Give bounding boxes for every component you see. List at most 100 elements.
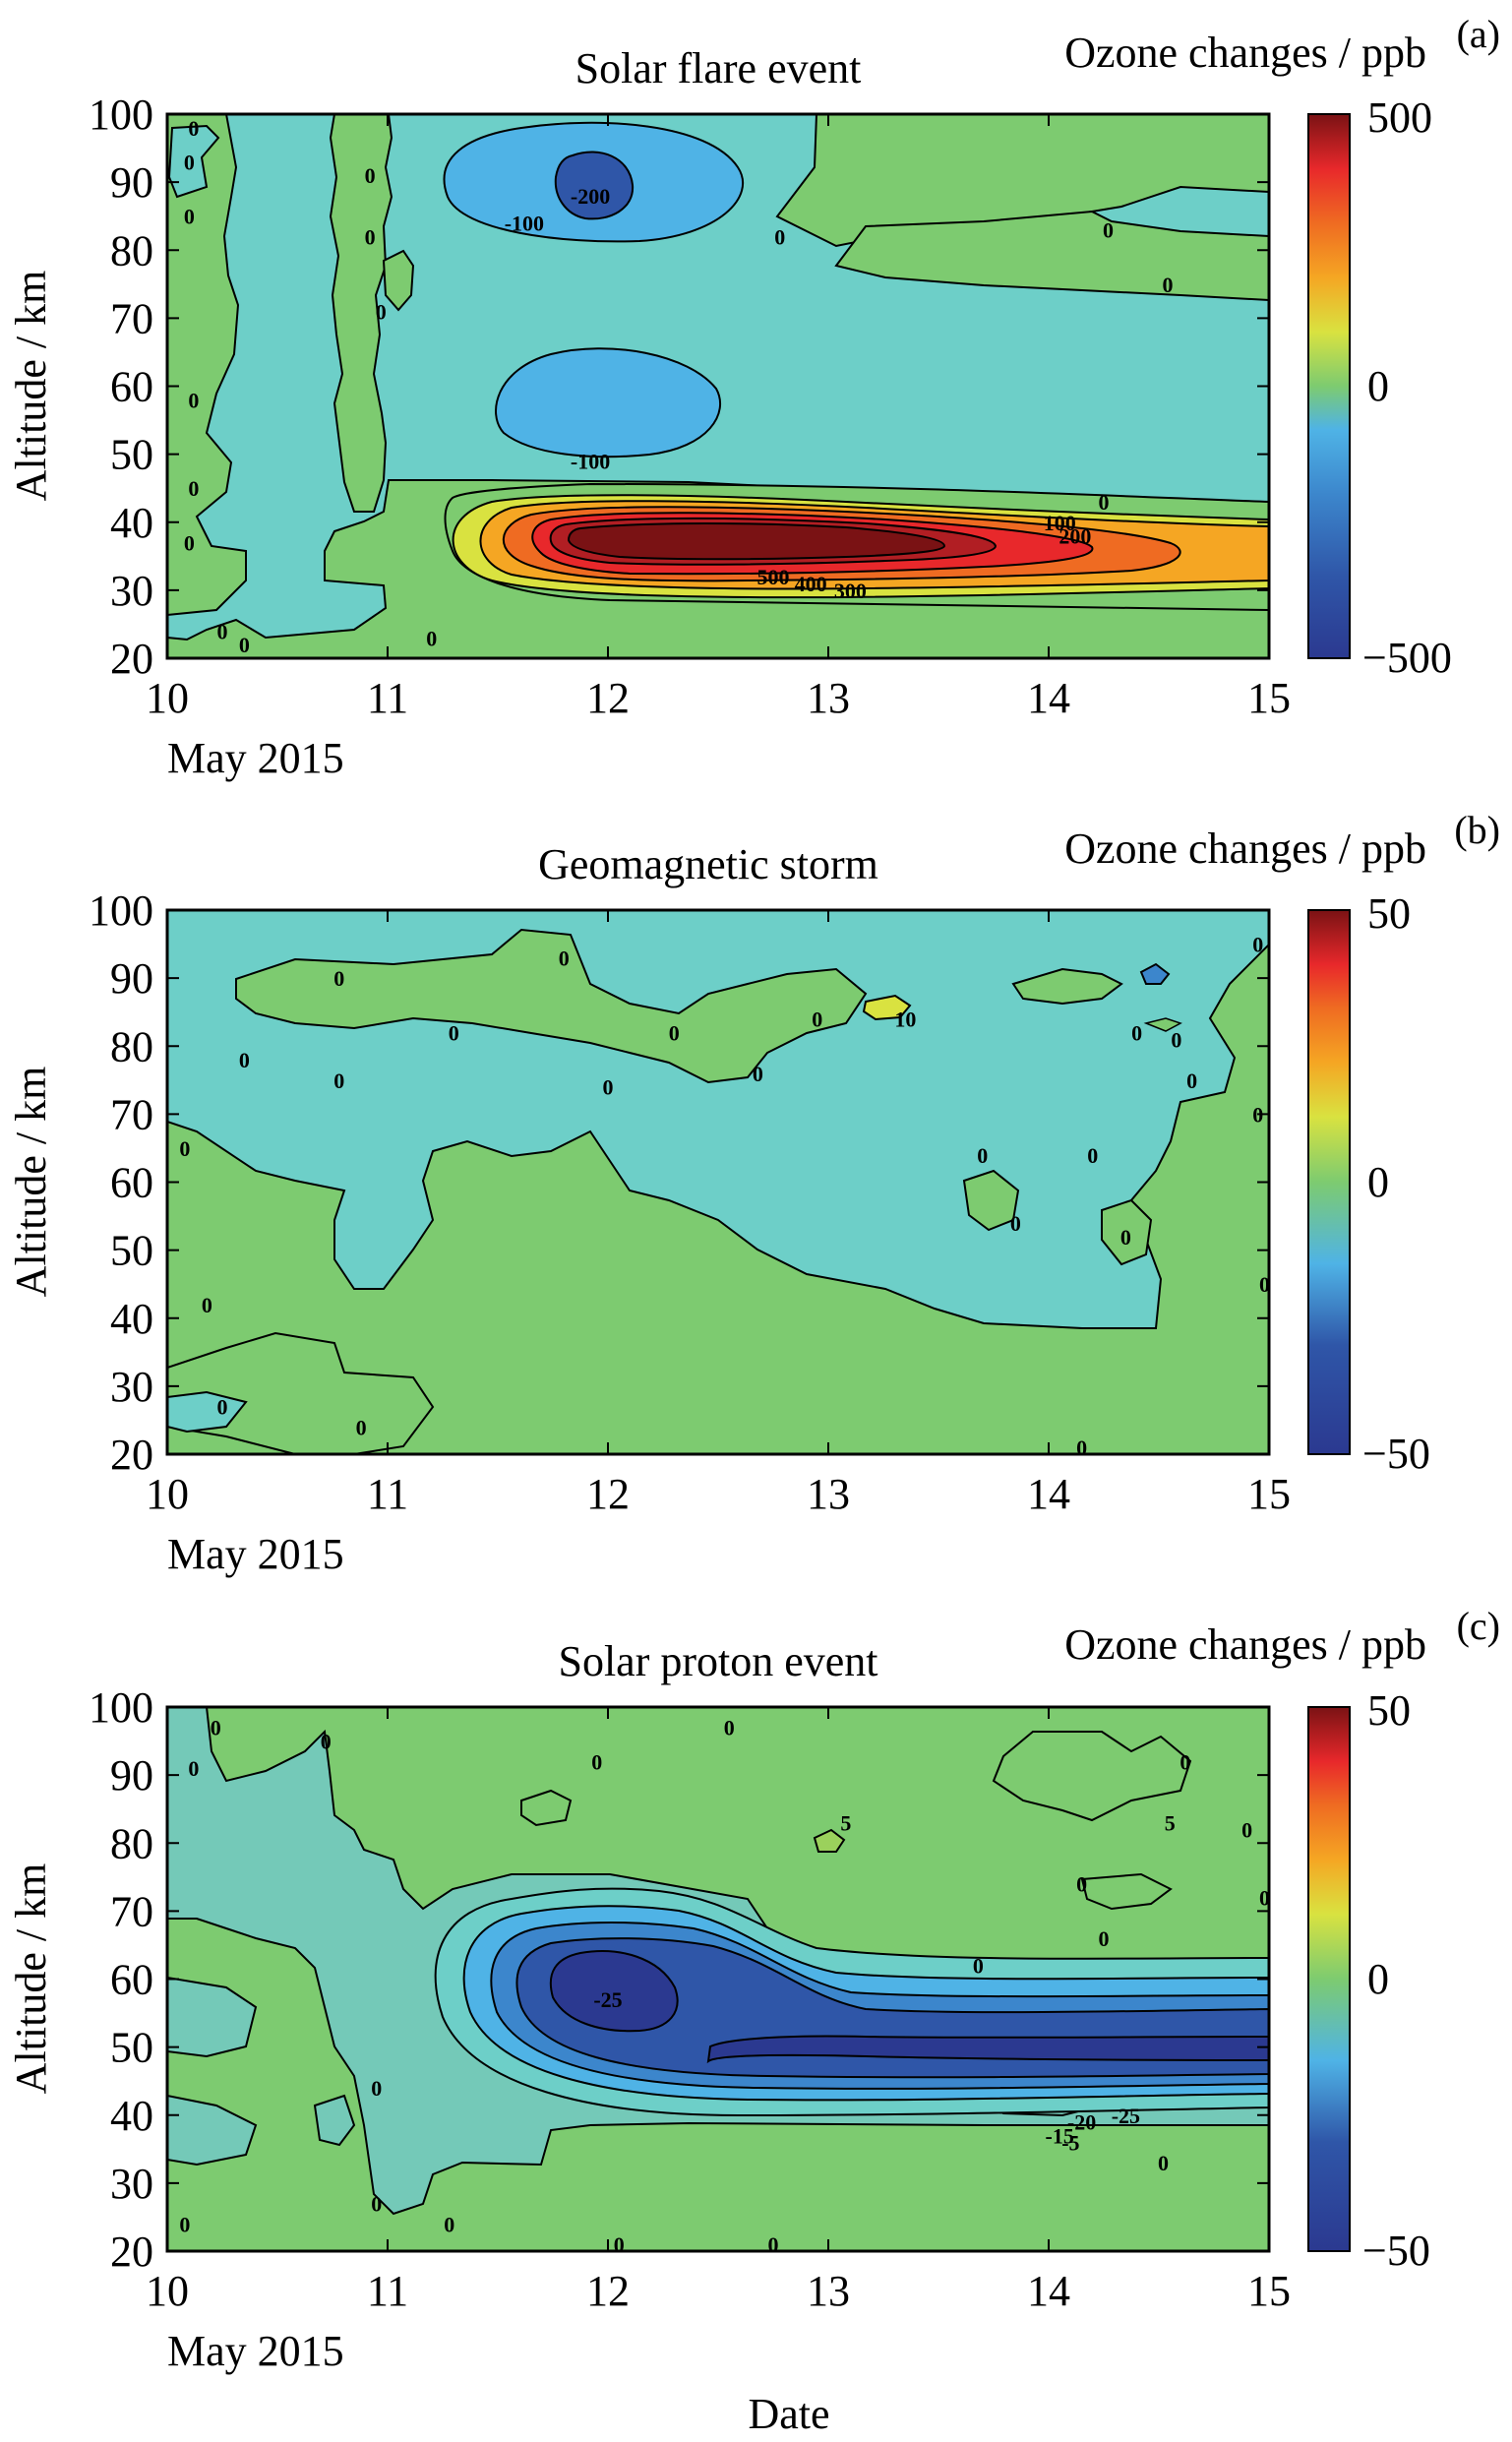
contour-label: 0 — [188, 388, 199, 412]
contour-region-zero — [167, 124, 220, 199]
x-sublabel: May 2015 — [167, 734, 344, 782]
y-tick-label: 60 — [110, 1159, 153, 1207]
contour-label: -200 — [571, 184, 610, 209]
x-tick-label: 15 — [1247, 674, 1291, 722]
colorbar-label: Ozone changes / ppb — [1064, 824, 1426, 873]
contour-label: -20 — [1067, 2110, 1096, 2135]
y-tick-label: 60 — [110, 1956, 153, 2004]
y-tick-label: 80 — [110, 226, 153, 275]
y-axis-label: Altitude / km — [7, 1863, 55, 2095]
contour-label: 100 — [1044, 511, 1076, 535]
contour-label: 300 — [834, 579, 867, 603]
y-tick-label: 50 — [110, 431, 153, 479]
y-tick-label: 70 — [110, 1887, 153, 1935]
y-tick-label: 20 — [110, 1431, 153, 1479]
y-tick-label: 90 — [110, 954, 153, 1003]
contour-label: 0 — [591, 1749, 602, 1774]
x-tick-label: 13 — [807, 674, 850, 722]
y-tick-label: 80 — [110, 1819, 153, 1867]
contour-field — [167, 1707, 1269, 2251]
y-tick-label: 50 — [110, 1227, 153, 1275]
colorbar-label: Ozone changes / ppb — [1064, 1620, 1426, 1669]
y-tick-label: 30 — [110, 567, 153, 615]
contour-label: 0 — [1076, 1435, 1087, 1460]
contour-region-zero — [1143, 1017, 1182, 1032]
contour-label: 0 — [1099, 1926, 1110, 1951]
x-tick-label: 10 — [146, 2267, 189, 2315]
contour-label: 0 — [444, 2212, 454, 2236]
panel-letter: (c) — [1457, 1604, 1500, 1648]
chart-title: Geomagnetic storm — [538, 840, 878, 888]
y-tick-label: 40 — [110, 2092, 153, 2140]
contour-label: 0 — [356, 1415, 367, 1439]
contour-label: 0 — [977, 1143, 988, 1168]
contour-label: 0 — [1076, 1872, 1087, 1897]
y-tick-label: 40 — [110, 1295, 153, 1343]
contour-region-zero — [382, 249, 415, 312]
ozone-minimum-middle — [495, 347, 721, 458]
contour-label: 5 — [1165, 1811, 1176, 1836]
contour-label: 0 — [202, 1293, 212, 1317]
y-tick-label: 30 — [110, 2160, 153, 2208]
contour-label: -100 — [571, 450, 610, 474]
y-tick-label: 20 — [110, 635, 153, 683]
contour-label: 0 — [669, 1020, 680, 1045]
x-tick-label: 14 — [1027, 1470, 1070, 1518]
x-tick-label: 14 — [1027, 674, 1070, 722]
contour-label: 0 — [768, 2232, 779, 2257]
x-tick-label: 11 — [367, 1470, 408, 1518]
contour-region-zero — [167, 1390, 248, 1434]
x-tick-label: 15 — [1247, 2267, 1291, 2315]
panel-letter: (a) — [1457, 12, 1500, 56]
contour-label: 0 — [603, 1075, 614, 1100]
x-tick-label: 12 — [586, 674, 630, 722]
y-tick-label: 100 — [89, 1683, 153, 1732]
contour-label: 0 — [812, 1007, 822, 1032]
x-tick-label: 12 — [586, 2267, 630, 2315]
contour-label: 0 — [184, 205, 195, 229]
panel-letter: (b) — [1454, 808, 1500, 852]
y-tick-label: 50 — [110, 2024, 153, 2072]
flare-core — [567, 522, 946, 561]
contour-label: 0 — [1087, 1143, 1098, 1168]
contour-label: 0 — [1158, 2151, 1169, 2175]
contour-label: 0 — [217, 1395, 228, 1420]
contour-label: 0 — [179, 1136, 190, 1161]
contour-label: 0 — [217, 619, 228, 643]
panel-geomagnetic-storm: (b) Geomagnetic storm Ozone changes / pp… — [7, 808, 1500, 1578]
contour-label: 5 — [840, 1811, 851, 1836]
contour-label: 0 — [188, 476, 199, 501]
colorbar-tick: 0 — [1367, 1955, 1389, 2003]
contour-label: 0 — [365, 224, 376, 249]
contour-label: 0 — [1099, 490, 1110, 515]
contour-region-zero — [1080, 1872, 1173, 1911]
chart-title: Solar proton event — [558, 1637, 877, 1685]
contour-region-zero — [1011, 967, 1123, 1006]
contour-region-positive — [813, 1828, 846, 1853]
contour-region-zero — [962, 1169, 1020, 1232]
contour-label: 0 — [1179, 1749, 1190, 1774]
contour-field — [167, 910, 1269, 1454]
contour-region-zero — [1101, 1198, 1153, 1266]
x-tick-label: 10 — [146, 1470, 189, 1518]
contour-label: -5 — [1061, 2130, 1079, 2155]
proton-core-lower — [706, 2035, 1269, 2064]
colorbar — [1307, 113, 1351, 659]
x-sublabel: May 2015 — [167, 2327, 344, 2375]
contour-region-zero — [329, 114, 393, 513]
x-tick-label: 15 — [1247, 1470, 1291, 1518]
contour-region-zero — [834, 210, 1269, 302]
colorbar — [1307, 1706, 1351, 2252]
contour-label: 0 — [1131, 1020, 1142, 1045]
x-axis: 10 11 12 13 14 15 — [146, 1707, 1291, 2315]
contour-label: 0 — [371, 2192, 382, 2217]
contour-label: 0 — [774, 224, 785, 249]
y-tick-label: 100 — [89, 91, 153, 139]
y-tick-label: 30 — [110, 1363, 153, 1411]
contour-label: 0 — [1252, 933, 1263, 957]
